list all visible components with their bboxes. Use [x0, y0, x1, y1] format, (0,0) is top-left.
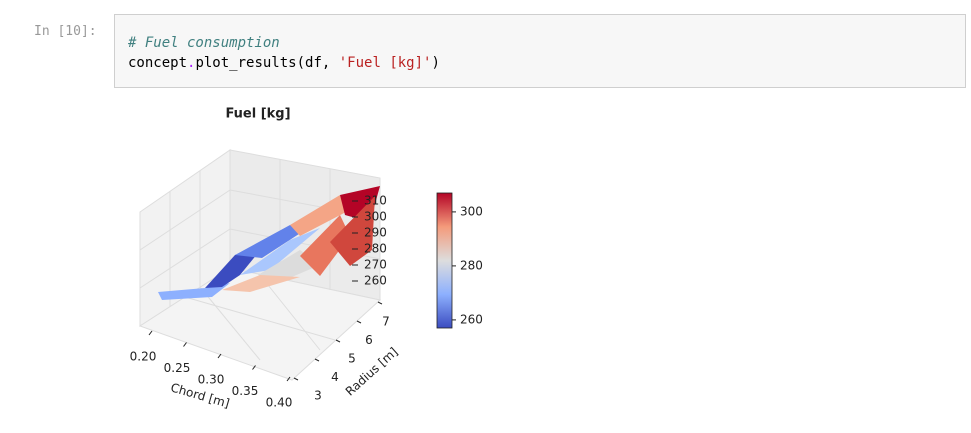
- code-line: concept.plot_results(df, 'Fuel [kg]'): [128, 53, 965, 73]
- z-tick-label: 270: [364, 258, 387, 272]
- y-tick-label: 6: [365, 333, 373, 347]
- y-tick-label: 7: [382, 315, 390, 329]
- surface-patch: [300, 215, 350, 276]
- x-tick-label: 0.30: [198, 373, 225, 387]
- surface-patch: [290, 195, 346, 236]
- x-tick: [286, 376, 291, 382]
- code-token: 'Fuel [kg]': [338, 55, 432, 71]
- chart-title: Fuel [kg]: [225, 107, 290, 122]
- surface-patch: [222, 275, 300, 292]
- surface-patch: [330, 196, 375, 266]
- x-tick: [183, 342, 187, 347]
- surface-patch: [240, 228, 320, 275]
- x-tick-label: 0.25: [164, 361, 191, 375]
- z-tick-label: 290: [364, 226, 387, 240]
- y-tick: [293, 377, 299, 381]
- z-tick-label: 300: [364, 210, 387, 224]
- x-tick: [252, 365, 256, 370]
- pane-grid: [259, 274, 321, 351]
- y-tick: [377, 301, 383, 305]
- y-tick-label: 5: [348, 352, 356, 366]
- colorbar-tick-label: 280: [460, 258, 483, 272]
- pane-grid: [139, 228, 231, 289]
- code-token: concept: [128, 55, 188, 71]
- y-tick: [356, 320, 362, 324]
- x-tick: [148, 330, 153, 336]
- colorbar-tick-label: 260: [460, 312, 483, 326]
- pane-grid: [184, 296, 336, 341]
- colorbar-tick-label: 300: [460, 204, 483, 218]
- x-tick-label: 0.20: [130, 350, 157, 364]
- pane-grid: [139, 189, 231, 251]
- y-tick-label: 3: [314, 389, 322, 403]
- y-tick-label: 4: [331, 370, 339, 384]
- code-line: # Fuel consumption: [128, 33, 965, 53]
- x-tick-label: 0.40: [266, 396, 293, 410]
- code-token: .: [187, 55, 196, 71]
- z-tick-label: 310: [364, 194, 387, 208]
- code-token: plot_results(df,: [195, 55, 339, 71]
- code-cell[interactable]: # Fuel consumption concept.plot_results(…: [114, 14, 966, 88]
- y-tick: [314, 358, 320, 362]
- cell-prompt: In [10]:: [34, 24, 97, 39]
- surface-patch: [205, 248, 262, 288]
- x-tick: [217, 353, 222, 359]
- surface: [158, 186, 380, 300]
- code-token: ): [431, 55, 440, 71]
- pane-grid: [199, 286, 261, 361]
- y-tick: [335, 339, 341, 343]
- z-tick-label: 260: [364, 274, 387, 288]
- surface-patch: [235, 225, 302, 258]
- x-tick-label: 0.35: [232, 384, 259, 398]
- colorbar: [436, 192, 453, 329]
- code-comment: # Fuel consumption: [128, 35, 280, 51]
- z-tick-label: 280: [364, 242, 387, 256]
